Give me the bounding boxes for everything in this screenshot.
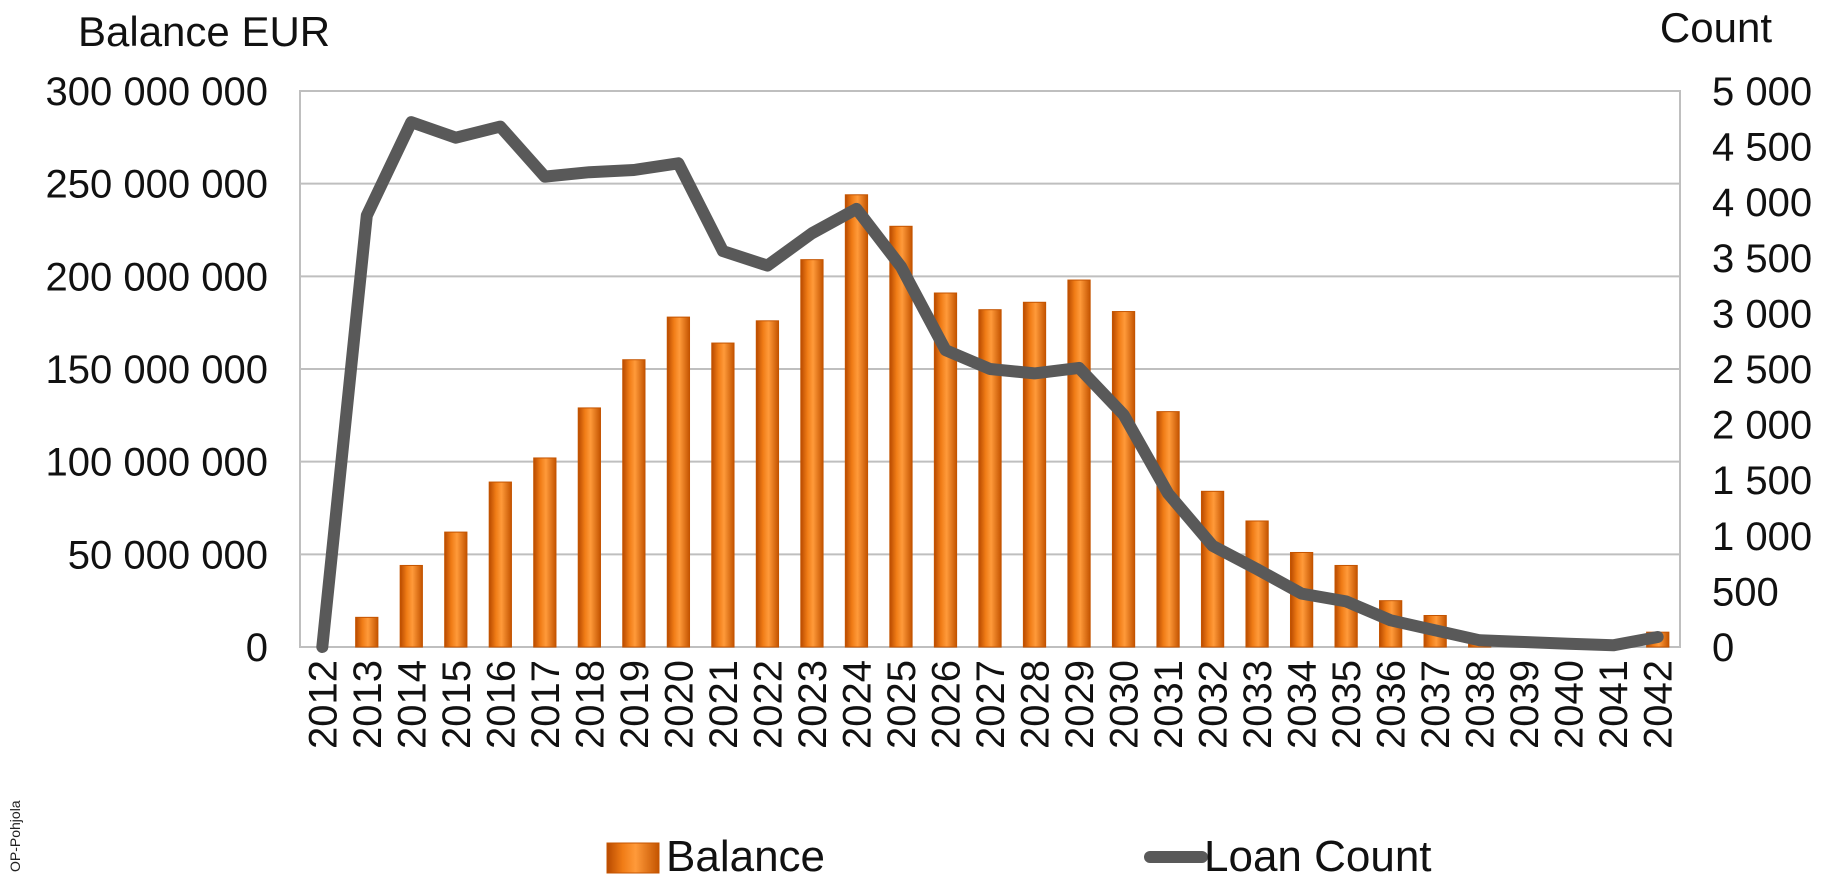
x-tick-2035: 2035 (1325, 660, 1369, 749)
x-tick-2027: 2027 (969, 660, 1013, 749)
y-tick-label: 100 000 000 (46, 441, 268, 485)
x-tick-2023: 2023 (791, 660, 835, 749)
bar-2018 (577, 407, 601, 648)
x-tick-2033: 2033 (1236, 660, 1280, 749)
y2-tick-label: 2 500 (1712, 348, 1812, 392)
x-tick-2036: 2036 (1370, 660, 1414, 749)
balance-bars (355, 194, 1670, 648)
bar-2014 (399, 564, 423, 648)
x-tick-2038: 2038 (1459, 660, 1503, 749)
y2-tick-label: 3 500 (1712, 237, 1812, 281)
x-tick-2016: 2016 (479, 660, 523, 749)
bar-2028 (1022, 301, 1047, 648)
bar-2021 (711, 342, 735, 648)
x-tick-2015: 2015 (435, 660, 479, 749)
loan-count-line (316, 116, 1664, 653)
x-tick-2019: 2019 (613, 660, 657, 749)
x-tick-2012: 2012 (301, 660, 345, 749)
x-tick-2017: 2017 (524, 660, 568, 749)
y-tick-label: 0 (246, 626, 268, 670)
y-tick-label: 300 000 000 (46, 70, 268, 114)
right-axis-title: Count (1660, 4, 1772, 51)
bar-2015 (444, 531, 468, 648)
y2-tick-label: 4 000 (1712, 181, 1812, 225)
bar-2031 (1156, 411, 1180, 648)
bar-2032 (1200, 490, 1225, 648)
x-tick-2039: 2039 (1503, 660, 1547, 749)
bar-2029 (1067, 279, 1091, 648)
x-tick-2037: 2037 (1414, 660, 1458, 749)
source-label: OP-Pohjola (7, 800, 23, 872)
left-axis-title: Balance EUR (78, 8, 330, 55)
y2-tick-label: 2 000 (1712, 404, 1812, 448)
y2-tick-label: 4 500 (1712, 126, 1812, 170)
x-tick-2014: 2014 (390, 660, 434, 749)
legend-balance-swatch (606, 842, 660, 874)
x-tick-2031: 2031 (1147, 660, 1191, 749)
bar-2026 (933, 292, 958, 648)
left-axis-ticks: 0 50 000 000 100 000 000 150 000 000 200 000… (46, 70, 268, 670)
legend: Balance Loan Count (606, 832, 1432, 876)
x-tick-2024: 2024 (835, 660, 879, 749)
y2-tick-label: 1 000 (1712, 515, 1812, 559)
right-axis-ticks: 0 500 1 000 1 500 2 000 2 500 3 000 3 500 4 000 4… (1712, 70, 1812, 670)
bar-2017 (533, 457, 557, 648)
y-tick-label: 250 000 000 (46, 163, 268, 207)
y2-tick-label: 500 (1712, 570, 1779, 614)
bar-2025 (889, 225, 913, 648)
x-tick-2021: 2021 (702, 660, 746, 749)
x-tick-2028: 2028 (1014, 660, 1058, 749)
x-tick-2013: 2013 (346, 660, 390, 749)
x-tick-2018: 2018 (568, 660, 612, 749)
bar-2024 (844, 194, 869, 648)
y2-tick-label: 1 500 (1712, 459, 1812, 503)
y2-tick-label: 0 (1712, 626, 1734, 670)
bar-2033 (1245, 520, 1269, 648)
y-tick-label: 50 000 000 (68, 533, 268, 577)
x-tick-2032: 2032 (1192, 660, 1236, 749)
y2-tick-label: 3 000 (1712, 292, 1812, 336)
x-tick-2034: 2034 (1281, 660, 1325, 749)
bar-2022 (755, 320, 780, 648)
y2-tick-label: 5 000 (1712, 70, 1812, 114)
bar-2030 (1111, 311, 1136, 648)
x-tick-2041: 2041 (1592, 660, 1636, 749)
x-axis-ticks: 2012 2013 2014 2015 2016 2017 2018 2019 2020 2021… (301, 660, 1680, 749)
y-tick-label: 150 000 000 (46, 348, 268, 392)
x-tick-2040: 2040 (1548, 660, 1592, 749)
x-tick-2026: 2026 (924, 660, 968, 749)
bar-2016 (488, 481, 512, 648)
x-tick-2022: 2022 (746, 660, 790, 749)
x-tick-2020: 2020 (657, 660, 701, 749)
x-tick-2029: 2029 (1058, 660, 1102, 749)
x-tick-2025: 2025 (880, 660, 924, 749)
legend-balance-label: Balance (666, 832, 825, 876)
legend-loan-count-label: Loan Count (1204, 832, 1432, 876)
x-tick-2030: 2030 (1103, 660, 1147, 749)
y-tick-label: 200 000 000 (46, 255, 268, 299)
bar-2013 (355, 616, 379, 648)
x-tick-2042: 2042 (1637, 660, 1681, 749)
bar-2027 (978, 309, 1002, 648)
bar-2023 (800, 259, 824, 648)
bar-2019 (622, 359, 646, 648)
bar-2020 (666, 316, 691, 648)
